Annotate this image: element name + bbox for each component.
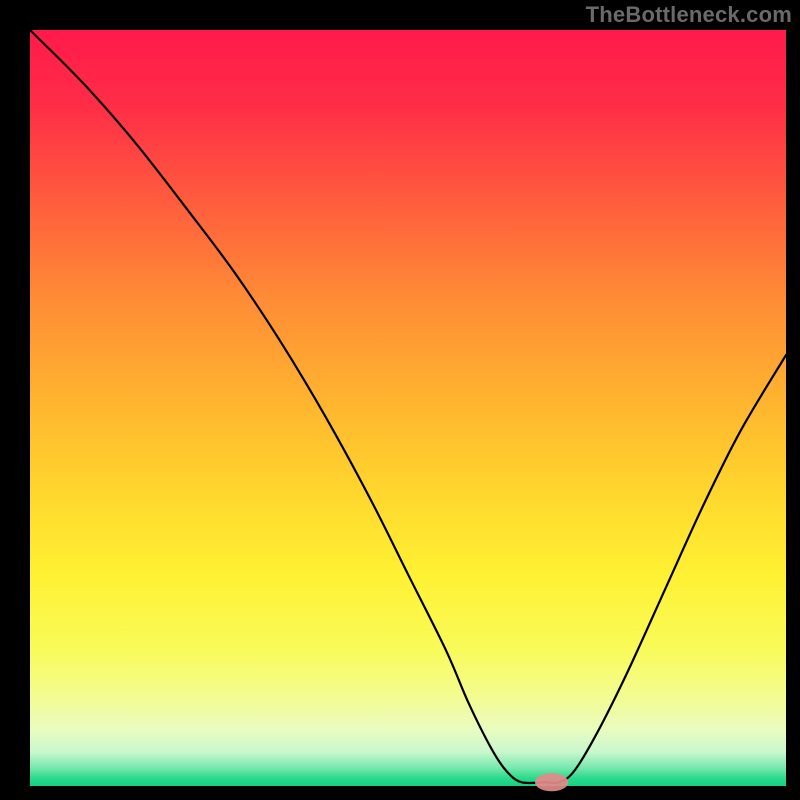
watermark-text: TheBottleneck.com xyxy=(586,2,792,28)
chart-frame: TheBottleneck.com xyxy=(0,0,800,800)
optimal-marker xyxy=(535,773,568,791)
bottleneck-chart xyxy=(0,0,800,800)
gradient-background xyxy=(30,30,786,786)
